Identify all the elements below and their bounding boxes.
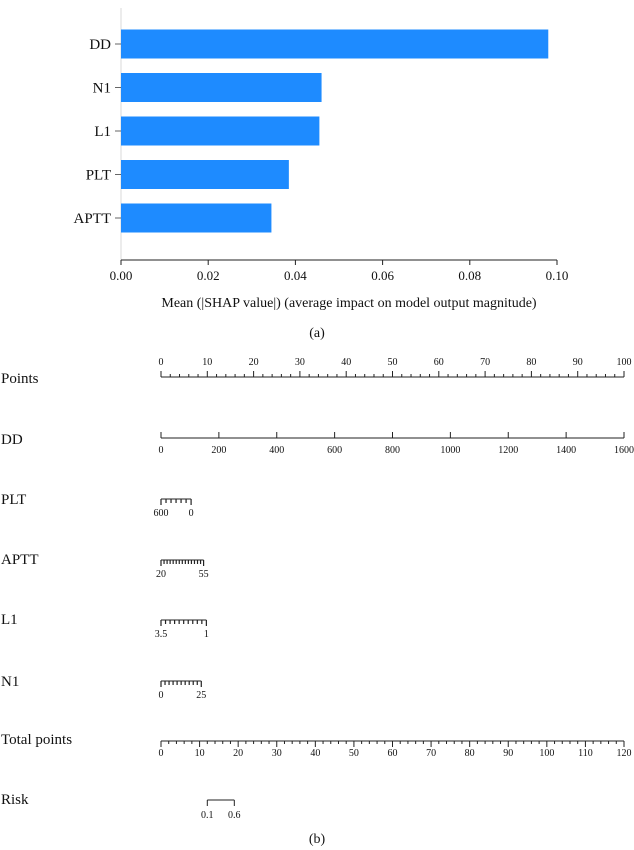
scale-points-tick-label-10: 10: [202, 357, 212, 368]
scale-dd-tick-label-400: 400: [269, 445, 284, 456]
scale-plt-tick-label-0: 0: [189, 508, 194, 519]
caption-b: (b): [308, 832, 326, 847]
scale-dd-tick-label-600: 600: [327, 445, 342, 456]
scale-total-points-tick-label-90: 90: [503, 748, 513, 759]
scale-aptt-name: APTT: [1, 552, 39, 568]
scale-total-points-tick-label-40: 40: [310, 748, 320, 759]
scale-dd-tick-label-1400: 1400: [556, 445, 576, 456]
bar-aptt: [121, 203, 272, 233]
bar-n1: [121, 73, 322, 102]
scale-total-points-tick-label-60: 60: [388, 748, 398, 759]
bar-plt: [121, 160, 289, 189]
y-tick-label-dd: DD: [89, 37, 111, 53]
scale-total-points-tick-label-0: 0: [159, 748, 164, 759]
scale-points-tick-label-60: 60: [434, 357, 444, 368]
y-tick-label-n1: N1: [93, 81, 111, 97]
x-axis-title: Mean (|SHAP value|) (average impact on m…: [161, 296, 537, 311]
scale-plt-name: PLT: [1, 492, 26, 508]
caption-a: (a): [309, 326, 325, 341]
y-tick-label-aptt: APTT: [74, 211, 112, 227]
bar-dd: [121, 29, 549, 59]
scale-total-points-tick-label-50: 50: [349, 748, 359, 759]
x-tick-label-0-04: 0.04: [284, 268, 307, 283]
scale-dd-tick-label-200: 200: [211, 445, 226, 456]
scale-dd-tick-label-1600: 1600: [614, 445, 634, 456]
scale-total-points-tick-label-120: 120: [617, 748, 632, 759]
x-tick-label-0-10: 0.10: [546, 268, 569, 283]
x-tick-label-0-08: 0.08: [458, 268, 481, 283]
scale-total-points-tick-label-20: 20: [233, 748, 243, 759]
scale-aptt-tick-label-20: 20: [156, 569, 166, 580]
y-tick-label-plt: PLT: [86, 168, 111, 184]
scale-points-tick-label-0: 0: [159, 357, 164, 368]
scale-points-tick-label-80: 80: [526, 357, 536, 368]
scale-points-tick-label-50: 50: [388, 357, 398, 368]
y-tick-label-l1: L1: [94, 124, 111, 140]
scale-points-tick-label-100: 100: [617, 357, 632, 368]
scale-l1-name: L1: [1, 612, 18, 628]
shap-bar-chart: DD N1 L1 PLT APTT 0.00 0.02 0.04 0.06 0.08 0.10 Mea…: [74, 8, 569, 311]
scale-dd-name: DD: [1, 432, 23, 448]
scale-total-points-tick-label-70: 70: [426, 748, 436, 759]
scale-dd-tick-label-0: 0: [159, 445, 164, 456]
scale-plt-tick-label-600: 600: [154, 508, 169, 519]
x-tick-label-0-06: 0.06: [371, 268, 394, 283]
scale-points-tick-label-40: 40: [341, 357, 351, 368]
x-tick-label-0-02: 0.02: [197, 268, 220, 283]
scale-points-tick-label-70: 70: [480, 357, 490, 368]
scale-l1-tick-label-3-5: 3.5: [155, 629, 168, 640]
scale-points-name: Points: [1, 371, 39, 387]
x-tick-label-0-00: 0.00: [110, 268, 133, 283]
scale-points-tick-label-90: 90: [573, 357, 583, 368]
scale-dd-tick-label-1200: 1200: [498, 445, 518, 456]
bar-l1: [121, 116, 320, 146]
scale-n1-tick-label-0: 0: [159, 690, 164, 701]
scale-total-points-name: Total points: [1, 732, 72, 748]
scale-total-points-tick-label-30: 30: [272, 748, 282, 759]
scale-points-tick-label-20: 20: [249, 357, 259, 368]
scale-risk-tick-label-0-1: 0.1: [201, 810, 214, 821]
scale-points-tick-label-30: 30: [295, 357, 305, 368]
scale-aptt-tick-label-55: 55: [199, 569, 209, 580]
scale-n1-tick-label-25: 25: [196, 690, 206, 701]
scale-total-points-tick-label-80: 80: [465, 748, 475, 759]
scale-total-points-tick-label-10: 10: [195, 748, 205, 759]
scale-n1-name: N1: [1, 674, 19, 690]
scale-l1-tick-label-1: 1: [204, 629, 209, 640]
scale-dd-tick-label-800: 800: [385, 445, 400, 456]
scale-risk-name: Risk: [1, 792, 29, 808]
scale-risk-tick-label-0-6: 0.6: [228, 810, 241, 821]
scale-total-points-tick-label-110: 110: [578, 748, 593, 759]
scale-dd-tick-label-1000: 1000: [440, 445, 460, 456]
scale-total-points-tick-label-100: 100: [539, 748, 554, 759]
